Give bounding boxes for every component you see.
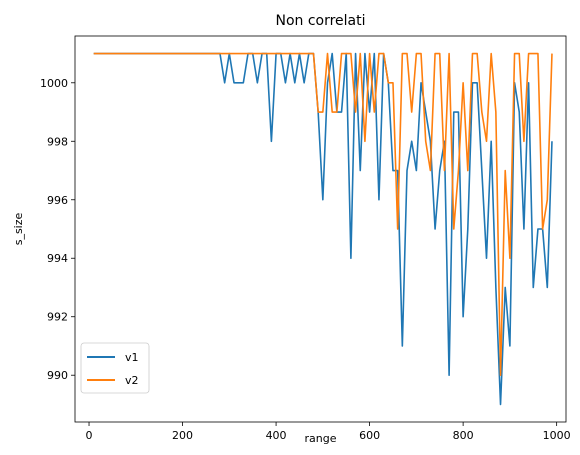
y-tick-label: 994 [47, 252, 68, 265]
legend-label-v2: v2 [125, 374, 139, 387]
legend: v1 v2 [80, 342, 150, 394]
y-axis-label: s_size [12, 212, 25, 245]
y-tick-label: 998 [47, 135, 68, 148]
x-tick-label: 200 [172, 429, 193, 442]
x-tick-label: 1000 [543, 429, 571, 442]
plot-frame [74, 35, 567, 423]
y-axis-ticks: 990 992 994 996 998 1000 [40, 77, 75, 382]
legend-box [80, 342, 150, 394]
chart-title: Non correlati [275, 13, 365, 29]
y-tick-label: 990 [47, 369, 68, 382]
x-tick-label: 600 [359, 429, 380, 442]
series-line-v2 [93, 52, 553, 377]
x-tick-label: 400 [266, 429, 287, 442]
y-tick-label: 992 [47, 311, 68, 324]
x-axis-label: range [305, 432, 337, 445]
x-axis-ticks: 0 200 400 600 800 1000 [86, 422, 571, 442]
x-tick-label: 0 [86, 429, 93, 442]
x-tick-label: 800 [453, 429, 474, 442]
y-tick-label: 996 [47, 194, 68, 207]
y-tick-label: 1000 [40, 77, 68, 90]
legend-label-v1: v1 [125, 351, 139, 364]
plot-series [93, 52, 553, 406]
